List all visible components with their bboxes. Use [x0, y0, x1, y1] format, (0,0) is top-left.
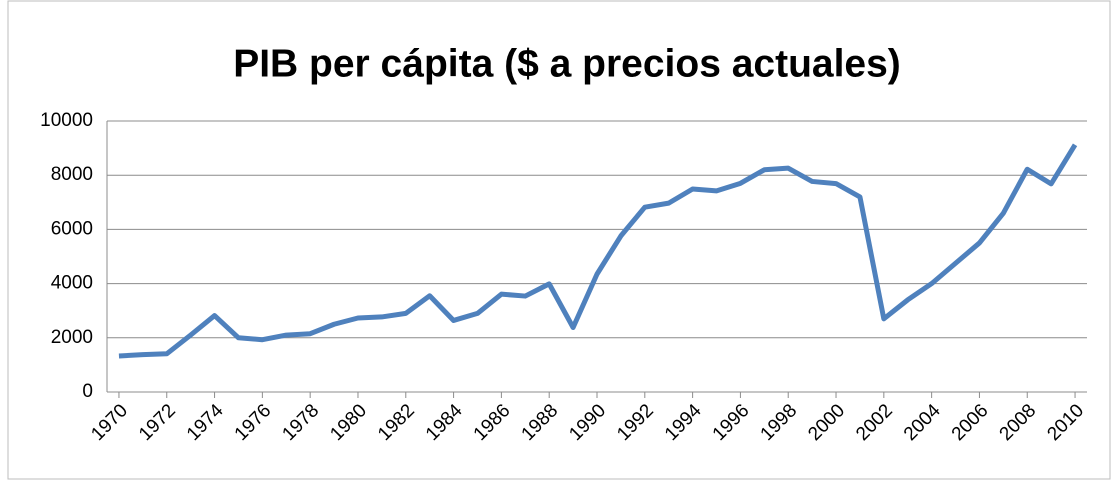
y-tick-label: 6000: [51, 218, 93, 239]
y-tick-label: 4000: [51, 273, 93, 294]
y-tick-label: 0: [82, 381, 93, 402]
y-tick-label: 10000: [40, 110, 93, 131]
chart-title: PIB per cápita ($ a precios actuales): [233, 42, 901, 85]
series-line: [118, 143, 1078, 359]
y-tick-label: 2000: [51, 327, 93, 348]
y-tick-label: 8000: [51, 164, 93, 185]
chart-border: [7, 0, 1111, 480]
